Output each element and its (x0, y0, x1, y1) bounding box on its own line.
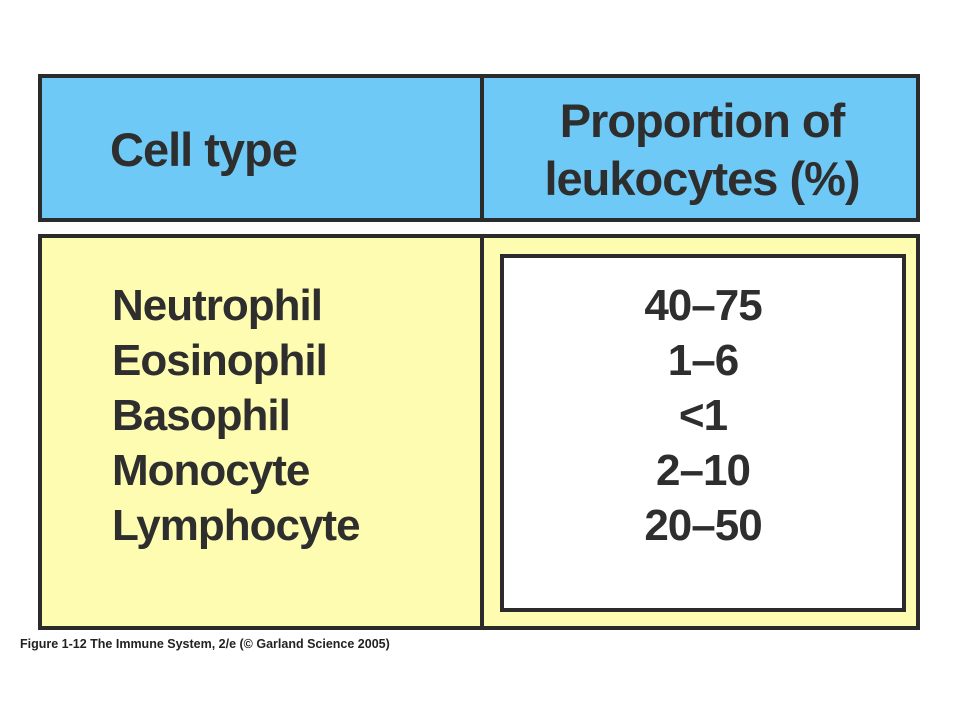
header-divider (480, 78, 484, 218)
cell-type-label: Monocyte (112, 446, 310, 495)
proportion-value: 2–10 (656, 446, 751, 495)
proportion-list: 40–75 1–6 <1 2–10 20–50 (504, 278, 902, 553)
header-proportion-line1: Proportion of (559, 94, 846, 147)
cell-type-label: Neutrophil (112, 281, 323, 330)
header-proportion-line2: leukocytes (%) (544, 152, 860, 205)
proportion-value: 1–6 (667, 336, 739, 385)
cell-type-label: Basophil (112, 391, 291, 440)
figure-caption: Figure 1-12 The Immune System, 2/e (© Ga… (20, 637, 390, 651)
table-header: Cell type Proportion of leukocytes (%) (38, 74, 920, 222)
proportion-value: 40–75 (644, 281, 762, 330)
values-panel: 40–75 1–6 <1 2–10 20–50 (500, 254, 906, 612)
cell-type-list: Neutrophil Eosinophil Basophil Monocyte Lymp… (112, 278, 361, 553)
body-divider (480, 238, 484, 626)
header-proportion: Proportion of leukocytes (%) (484, 92, 920, 208)
header-cell-type: Cell type (110, 123, 298, 176)
cell-type-label: Eosinophil (112, 336, 328, 385)
table-body: Neutrophil Eosinophil Basophil Monocyte Lymp… (38, 234, 920, 630)
cell-type-label: Lymphocyte (112, 501, 361, 550)
proportion-value: 20–50 (644, 501, 762, 550)
proportion-value: <1 (678, 391, 728, 440)
